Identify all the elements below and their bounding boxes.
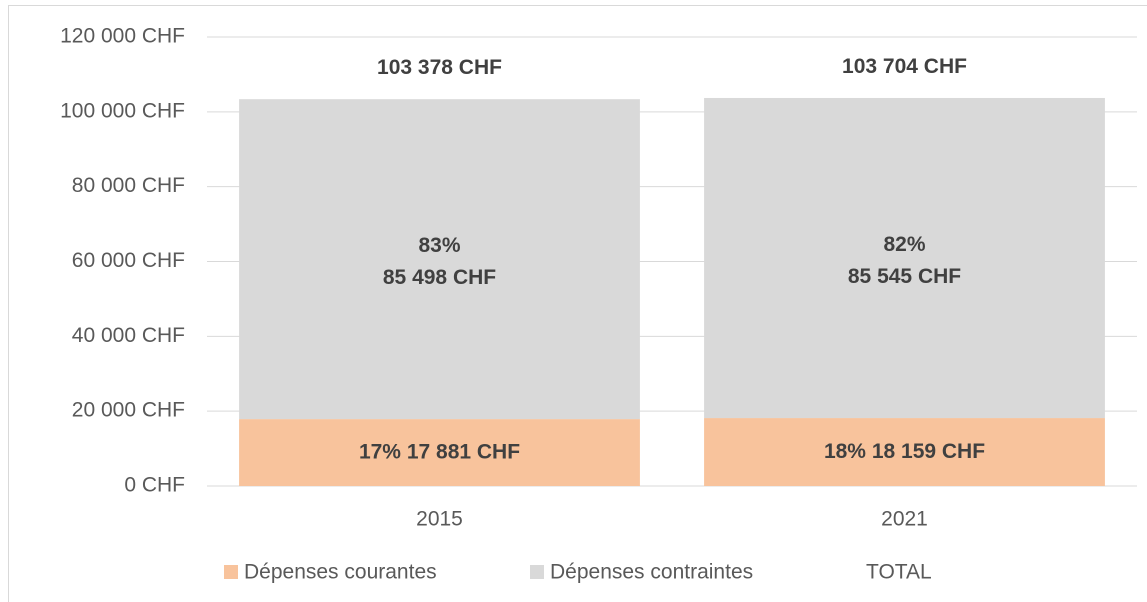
data-label: 83% 85 498 CHF bbox=[383, 234, 496, 289]
y-tick-label: 80 000 CHF bbox=[72, 174, 185, 197]
bar-segment bbox=[239, 99, 640, 420]
legend-swatch bbox=[224, 565, 238, 579]
data-label: 17% 17 881 CHF bbox=[359, 440, 520, 463]
data-label: 18% 18 159 CHF bbox=[824, 440, 985, 463]
label-line: 17% 17 881 CHF bbox=[359, 440, 520, 463]
bar-segment bbox=[704, 97, 1105, 419]
legend-swatch bbox=[530, 565, 544, 579]
data-label: 82% 85 545 CHF bbox=[848, 233, 961, 288]
total-label: 103 378 CHF bbox=[377, 56, 502, 79]
bar-segment bbox=[239, 419, 640, 486]
y-tick-label: 0 CHF bbox=[124, 474, 185, 497]
bar-segment bbox=[704, 418, 1105, 486]
y-tick-label: 60 000 CHF bbox=[72, 249, 185, 272]
y-tick-label: 120 000 CHF bbox=[60, 25, 185, 48]
y-tick-label: 40 000 CHF bbox=[72, 324, 185, 347]
legend-label: Dépenses contraintes bbox=[550, 561, 753, 584]
label-line: 83% bbox=[418, 234, 460, 257]
y-tick-label: 20 000 CHF bbox=[72, 399, 185, 422]
y-tick-label: 100 000 CHF bbox=[60, 99, 185, 122]
label-line: 85 498 CHF bbox=[383, 266, 496, 289]
x-tick-label: 2021 bbox=[881, 508, 928, 531]
total-label: 103 704 CHF bbox=[842, 55, 967, 78]
legend-label: TOTAL bbox=[866, 561, 932, 584]
legend-label: Dépenses courantes bbox=[244, 561, 437, 584]
label-line: 82% bbox=[883, 233, 925, 256]
label-line: 103 704 CHF bbox=[842, 55, 967, 78]
chart-frame bbox=[8, 5, 1147, 602]
label-line: 18% 18 159 CHF bbox=[824, 440, 985, 463]
label-line: 103 378 CHF bbox=[377, 56, 502, 79]
label-line: 85 545 CHF bbox=[848, 265, 961, 288]
x-tick-label: 2015 bbox=[416, 508, 463, 531]
